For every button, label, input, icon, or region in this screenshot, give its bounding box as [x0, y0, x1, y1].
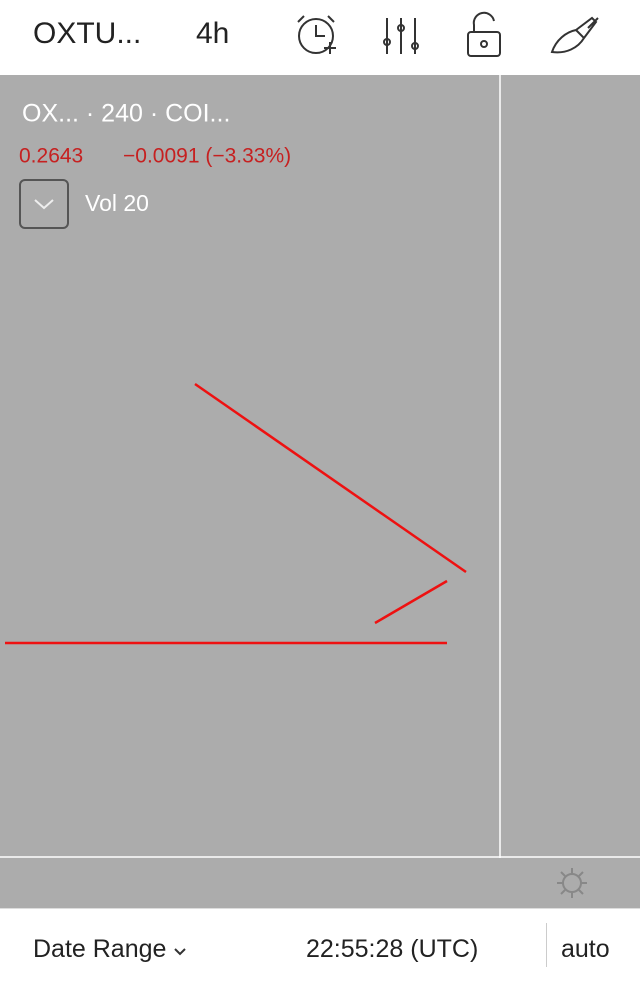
- toolbar: OXTU... 4h: [0, 0, 640, 75]
- divider: [546, 923, 547, 967]
- study-label: Vol 20: [85, 190, 149, 216]
- date-range[interactable]: Date Range: [33, 935, 187, 964]
- trend-line: [374, 579, 448, 625]
- legend-toggle[interactable]: [19, 179, 69, 229]
- date-range-label: Date Range: [33, 935, 167, 963]
- chart: OX... · 240 · COI... 0.2643 −0.0091 (−3.…: [0, 75, 640, 908]
- indicators-icon[interactable]: [383, 18, 419, 54]
- toolbar-icons: [297, 11, 599, 57]
- trend-line: [194, 382, 467, 574]
- bottom-bar: Date Range 22:55:28 (UTC) auto: [0, 908, 640, 987]
- settings-icon[interactable]: [557, 868, 587, 898]
- legend-change: −0.0091 (−3.33%): [123, 145, 291, 168]
- legend-title: OX... · 240 · COI...: [22, 100, 230, 128]
- draw-icon[interactable]: [550, 16, 599, 54]
- interval[interactable]: 4h: [196, 17, 230, 50]
- clock: 22:55:28 (UTC): [306, 935, 479, 963]
- scale-mode[interactable]: auto: [561, 935, 610, 963]
- lock-icon[interactable]: [467, 11, 501, 57]
- legend-last: 0.2643: [19, 145, 83, 168]
- symbol[interactable]: OXTU...: [33, 17, 142, 50]
- chart-background: [0, 75, 640, 908]
- alert-icon[interactable]: [297, 15, 336, 54]
- chevron: [174, 948, 187, 956]
- drawings: [5, 382, 467, 645]
- chevron: [34, 199, 54, 210]
